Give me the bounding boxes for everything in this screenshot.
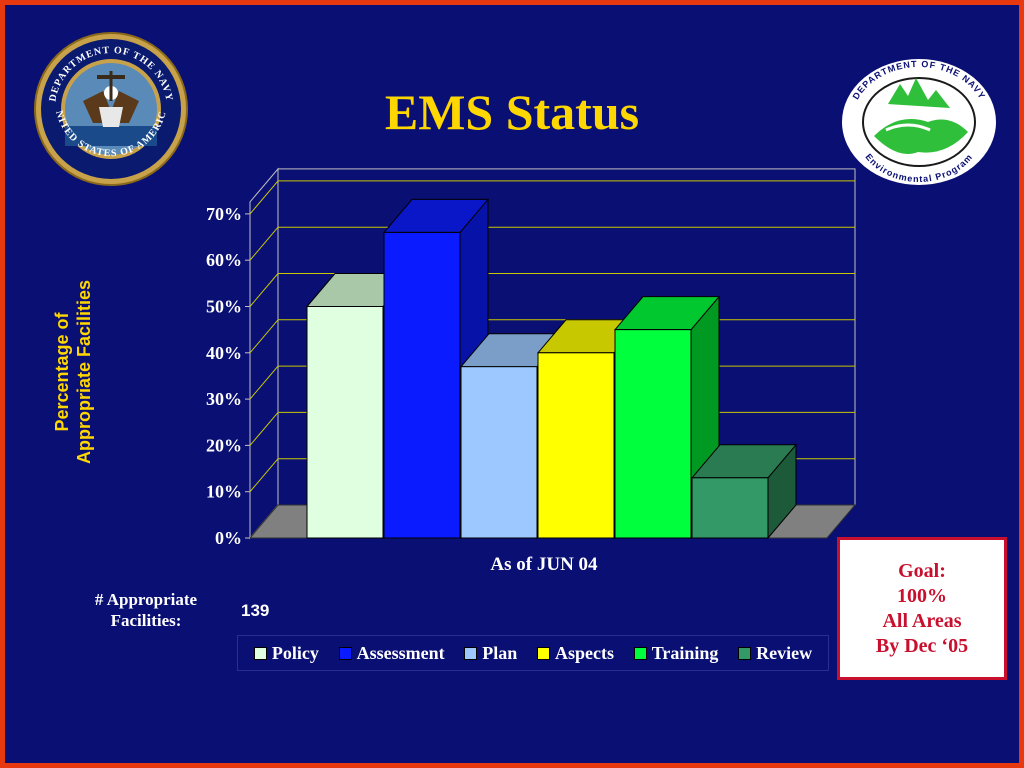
facilities-label: # Appropriate Facilities:: [75, 589, 217, 631]
legend-label: Plan: [482, 642, 518, 663]
y-tick-label: 60%: [206, 250, 242, 270]
bar-front: [691, 477, 769, 539]
y-tick-label: 0%: [215, 528, 242, 548]
y-axis-label: Percentage of Appropriate Facilities: [51, 242, 95, 502]
gridline-side: [249, 412, 279, 446]
chart-legend: Policy Assessment Plan Aspects Training Revie…: [237, 635, 829, 671]
gridline-side: [249, 319, 279, 354]
legend-item-policy: Policy: [253, 642, 319, 664]
legend-swatch: [633, 646, 647, 660]
bar-front: [383, 231, 461, 539]
legend-label: Training: [651, 642, 719, 663]
bar-front: [460, 366, 538, 539]
gridline-side: [249, 458, 279, 493]
side-wall-frame: [249, 167, 279, 540]
goal-line1: Goal:: [898, 559, 946, 582]
bar-front: [614, 329, 692, 539]
goal-line4: By Dec ‘05: [875, 634, 969, 657]
legend-label: Review: [756, 642, 813, 663]
y-tick-label: 50%: [206, 297, 242, 317]
legend-swatch: [253, 646, 267, 660]
facilities-count: 139: [241, 601, 270, 620]
x-axis-label: As of JUN 04: [490, 554, 598, 575]
navy-seal-logo: DEPARTMENT OF THE NAVY UNITED STATES OF …: [33, 31, 188, 186]
environmental-program-logo: DEPARTMENT OF THE NAVY Environmental Pro…: [840, 57, 998, 187]
bar-review: [690, 443, 798, 540]
gridline-side: [249, 273, 279, 307]
y-axis-label-line2: Appropriate Facilities: [74, 279, 94, 465]
bar-chart: 0% 10% 20% 30% 40% 50% 60% 70%: [206, 167, 857, 548]
legend-label: Aspects: [555, 642, 615, 663]
y-tick-label: 20%: [206, 435, 242, 455]
facilities-label-line1: # Appropriate: [94, 590, 198, 609]
slide-canvas: EMS Status DEPARTMENT OF THE NAVY UNITED…: [5, 5, 1019, 763]
goal-line2: 100%: [897, 584, 947, 607]
legend-item-plan: Plan: [464, 643, 517, 664]
gridline-side: [249, 365, 279, 400]
y-axis-ticks: 0% 10% 20% 30% 40% 50% 60% 70%: [206, 204, 250, 548]
goal-line3: All Areas: [882, 609, 962, 632]
legend-swatch: [537, 646, 551, 660]
page-title: EMS Status: [384, 84, 640, 140]
legend-item-review: Review: [738, 643, 812, 664]
chart-bars: [305, 198, 798, 540]
legend-swatch: [738, 646, 752, 660]
goal-box: Goal: 100% All Areas By Dec ‘05: [837, 537, 1007, 680]
facilities-label-line2: Facilities:: [110, 611, 182, 630]
legend-label: Policy: [271, 642, 319, 663]
legend-item-assessment: Assessment: [338, 642, 445, 664]
bar-front: [306, 306, 384, 539]
y-tick-label: 30%: [206, 389, 242, 409]
y-axis-label-line1: Percentage of: [52, 312, 72, 432]
legend-label: Assessment: [356, 642, 445, 663]
gridline-side: [249, 226, 279, 261]
y-tick-label: 10%: [206, 482, 242, 502]
y-tick-label: 70%: [206, 204, 242, 224]
legend-item-training: Training: [633, 642, 719, 664]
legend-item-aspects: Aspects: [537, 643, 614, 664]
bar-front: [537, 352, 615, 539]
gridline-side: [249, 180, 279, 215]
legend-swatch: [464, 646, 478, 660]
legend-swatch: [338, 646, 352, 660]
y-tick-label: 40%: [206, 343, 242, 363]
